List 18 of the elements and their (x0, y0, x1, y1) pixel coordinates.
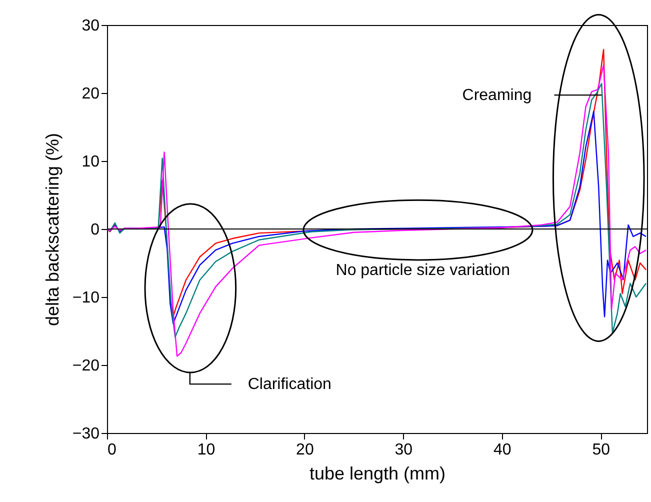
y-tick-label: −20 (72, 358, 100, 374)
y-tick-label: 0 (90, 222, 100, 238)
x-axis-title: tube length (mm) (309, 464, 446, 484)
y-tick-label: 30 (82, 18, 100, 34)
x-tick-label: 0 (108, 442, 116, 458)
y-tick-label: −10 (72, 290, 100, 306)
y-axis-title: delta backscattering (%) (42, 132, 62, 326)
x-tick-label: 40 (493, 442, 512, 458)
y-tick-label: 20 (82, 86, 100, 102)
x-tick-label: 20 (296, 442, 314, 458)
x-tick-label: 30 (394, 442, 413, 458)
y-tick-label: −30 (72, 426, 100, 442)
x-tick-label: 50 (592, 442, 610, 458)
y-tick-label: 10 (82, 154, 100, 170)
annotation: No particle size variation (336, 262, 510, 279)
annotation: Creaming (462, 87, 532, 104)
x-tick-label: 10 (197, 442, 216, 458)
annotation: Clarification (248, 376, 332, 394)
